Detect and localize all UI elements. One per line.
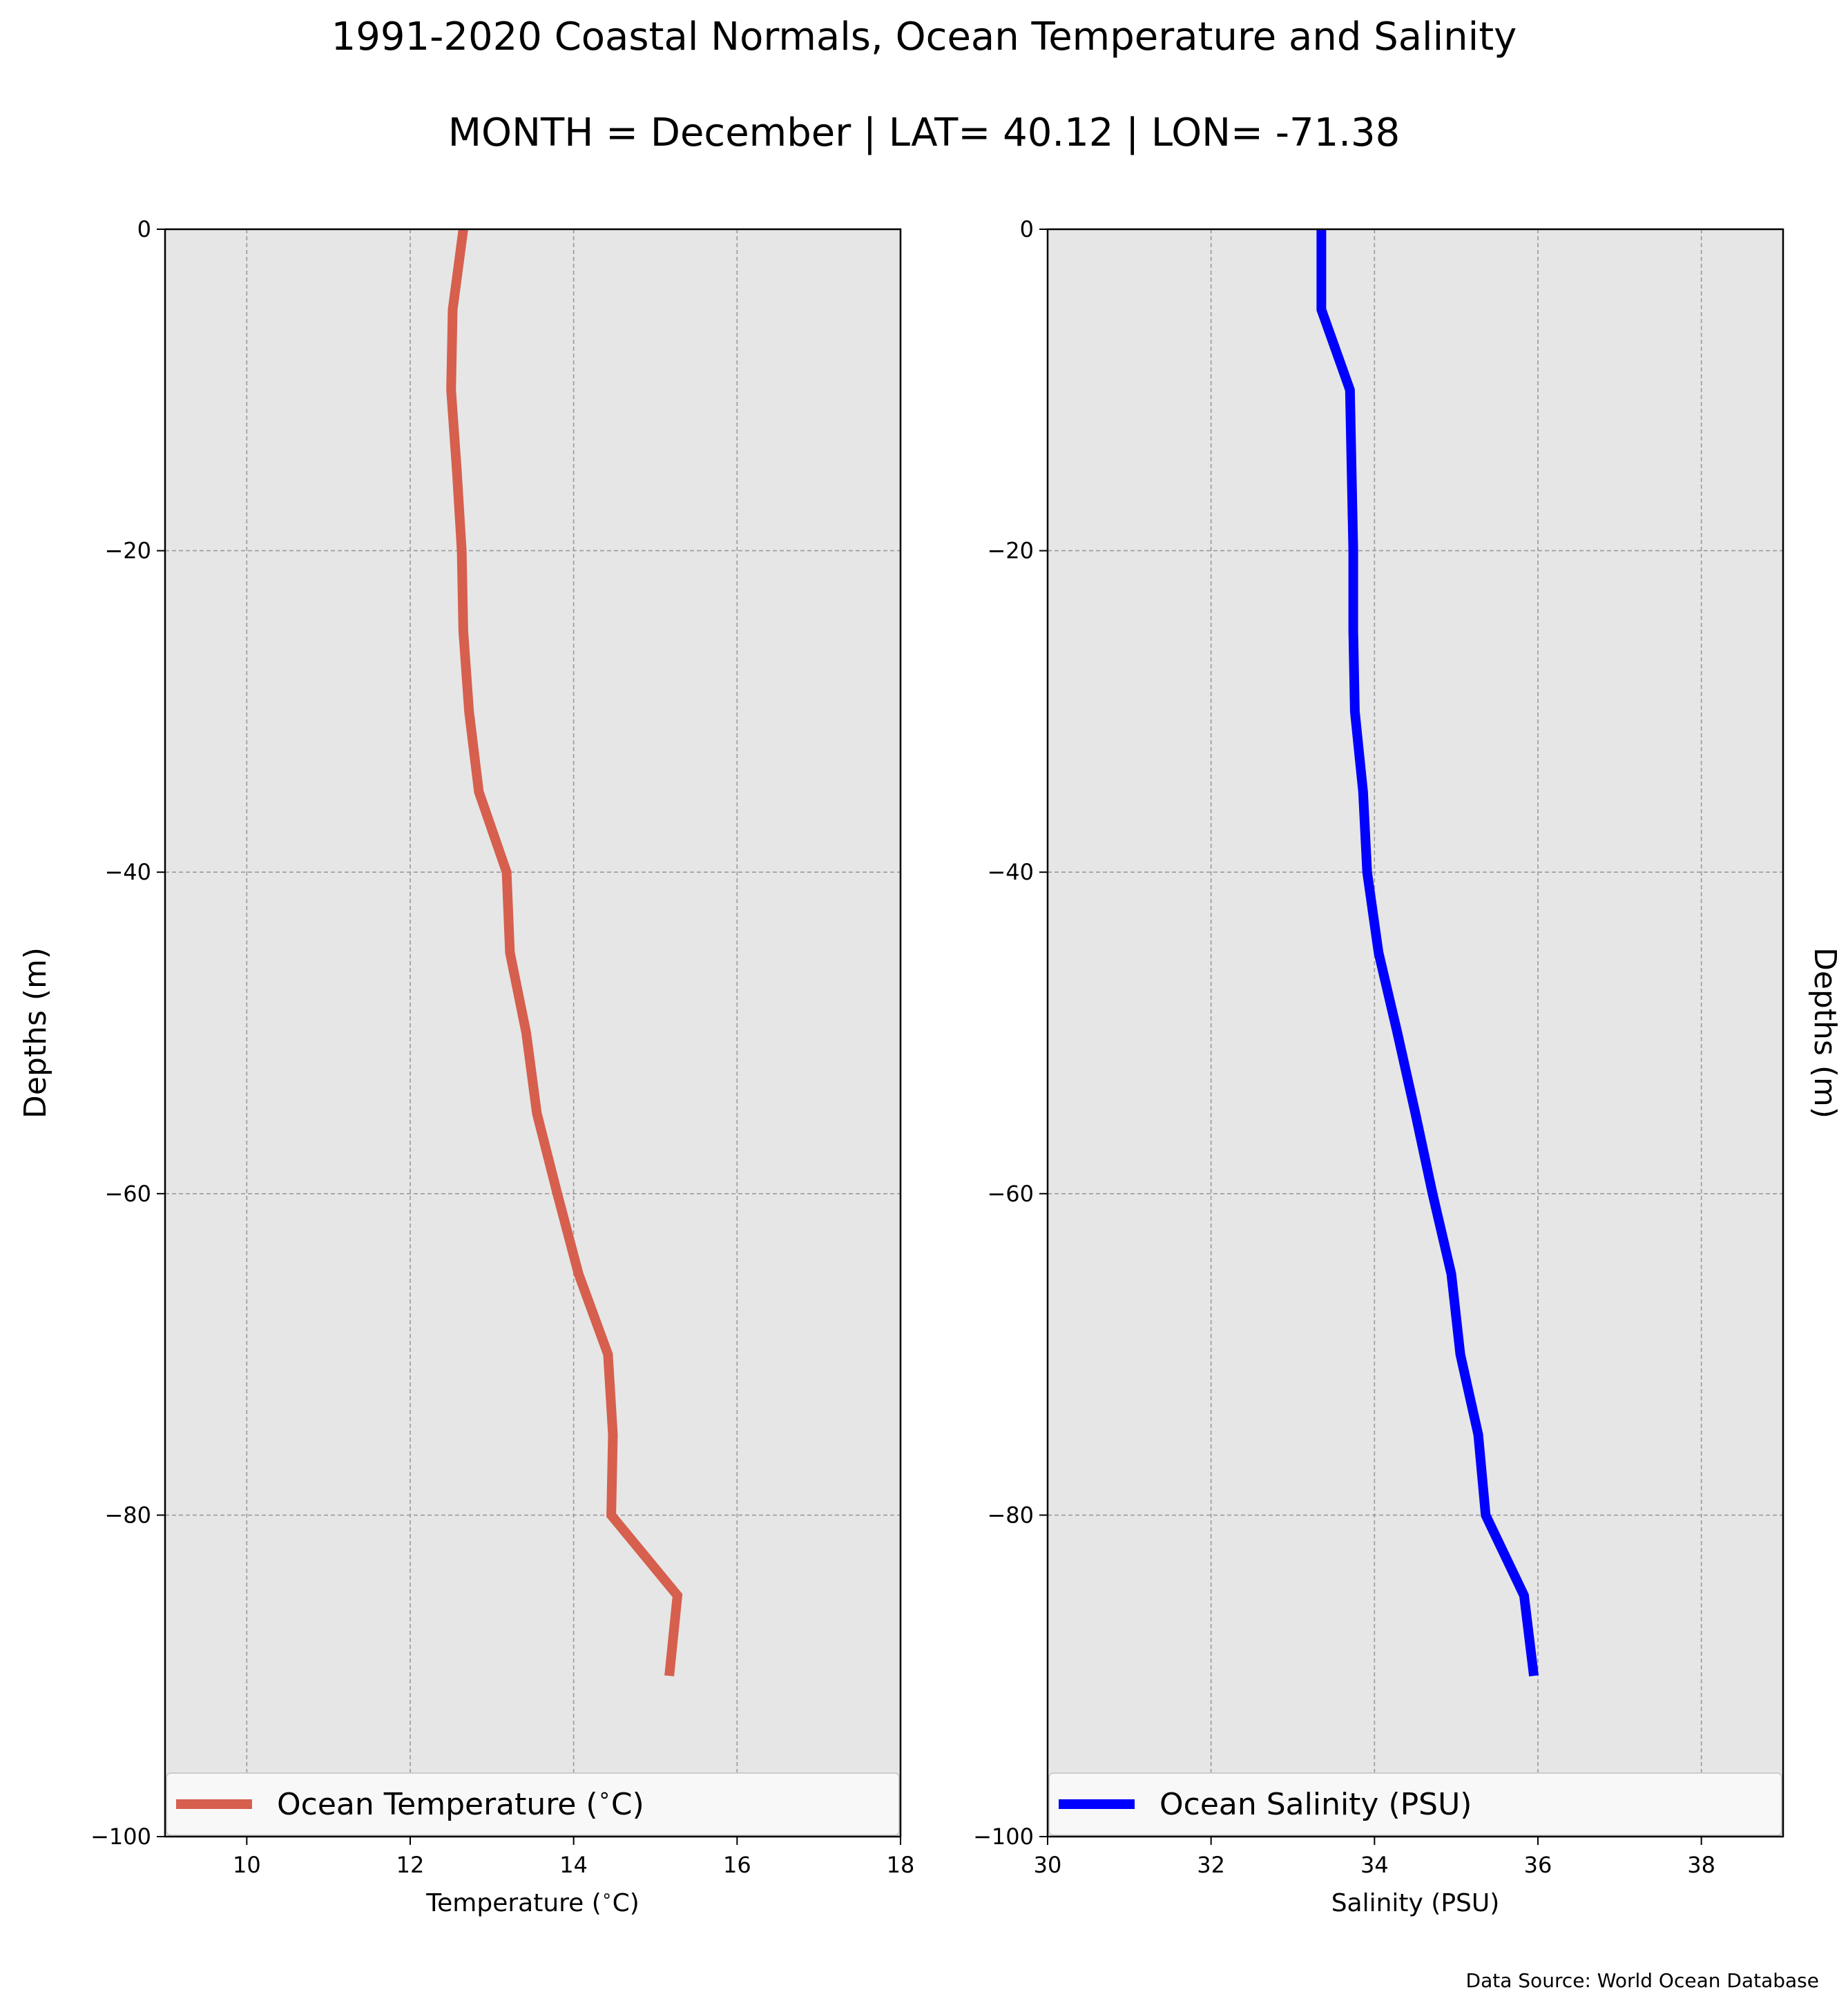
y-tick-label: −60: [987, 1181, 1034, 1207]
legend-box: [1048, 1772, 1782, 1836]
x-tick-label: 36: [1524, 1852, 1552, 1878]
x-tick-label: 38: [1687, 1852, 1715, 1878]
y-tick-label: −20: [987, 538, 1034, 564]
x-tick-label: 34: [1360, 1852, 1389, 1878]
plot-area: [1048, 229, 1783, 1837]
salinity-chart-panel: Ocean Salinity (PSU) 30 32 34 36 38 0 −20 −40 −60…: [973, 216, 1842, 1917]
y-tick-label: −100: [973, 1823, 1034, 1850]
x-tick-label: 12: [396, 1852, 425, 1878]
axes-frame: [164, 228, 902, 1838]
data-source-note: Data Source: World Ocean Database: [1466, 1969, 1819, 1992]
legend-label: Ocean Temperature (∘C): [277, 1783, 644, 1822]
y-tick-label: −40: [987, 859, 1034, 885]
y-tick-label: 0: [1020, 216, 1034, 242]
y-tick-label: −60: [104, 1181, 151, 1207]
x-axis-label: Salinity (PSU): [1331, 1889, 1500, 1917]
y-tick-label: −40: [104, 859, 151, 885]
y-tick-label: 0: [137, 216, 151, 242]
x-tick-label: 32: [1197, 1852, 1225, 1878]
x-tick-label: 18: [887, 1852, 915, 1878]
figure-subtitle: MONTH = December | LAT= 40.12 | LON= -71…: [448, 110, 1401, 155]
y-tick-label: −80: [104, 1502, 151, 1528]
x-tick-label: 14: [559, 1852, 588, 1878]
y-axis-label: Depths (m): [1807, 947, 1842, 1119]
figure-title: 1991-2020 Coastal Normals, Ocean Tempera…: [331, 14, 1517, 59]
temperature-chart-panel: Ocean Temperature (∘C) 10 12 14 16 18 0 −20 −40 −…: [18, 216, 914, 1917]
x-tick-label: 30: [1034, 1852, 1062, 1878]
series-line-salinity: [1316, 229, 1539, 1677]
x-tick-label: 16: [723, 1852, 751, 1878]
plot-area: [165, 229, 901, 1837]
axes-frame: [1046, 228, 1784, 1838]
y-axis-label: Depths (m): [18, 947, 53, 1119]
series-line-temperature: [446, 229, 683, 1676]
y-tick-label: −100: [90, 1823, 151, 1850]
y-tick-label: −20: [104, 538, 151, 564]
y-tick-label: −80: [987, 1502, 1034, 1528]
legend-box: [166, 1772, 900, 1836]
x-tick-label: 10: [233, 1852, 261, 1878]
legend-label: Ocean Salinity (PSU): [1159, 1787, 1472, 1822]
